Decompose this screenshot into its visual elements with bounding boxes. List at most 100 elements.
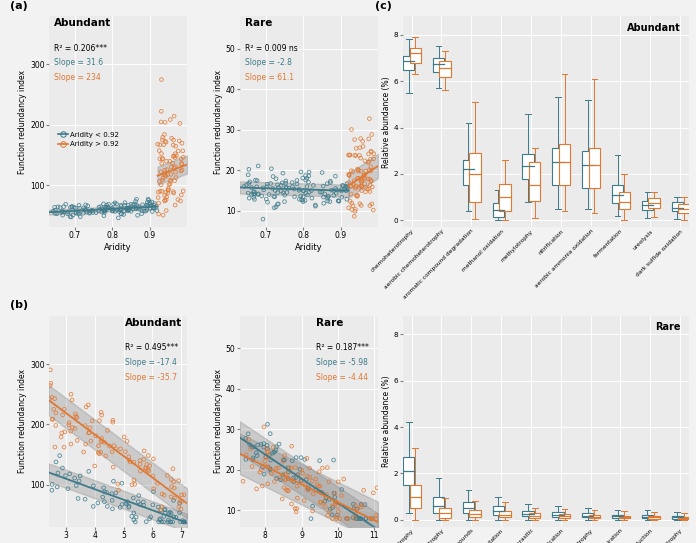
Point [295, 192, 306, 200]
Bar [499, 184, 510, 211]
Point [176, 166, 187, 174]
Point [119, 198, 130, 207]
Point [177, 187, 189, 195]
Point [174, 119, 185, 128]
Point [299, 481, 310, 489]
Point [107, 504, 118, 513]
Point [268, 448, 279, 457]
Point [164, 180, 175, 189]
Point [246, 190, 257, 199]
Bar [589, 148, 600, 188]
Point [63, 421, 74, 430]
Point [262, 463, 274, 471]
Point [306, 514, 317, 523]
Point [68, 203, 79, 212]
Point [355, 514, 366, 523]
Point [365, 181, 376, 190]
Point [304, 464, 315, 472]
Point [93, 448, 104, 457]
Point [290, 473, 301, 482]
Bar [678, 205, 690, 213]
Point [262, 420, 273, 428]
Point [156, 149, 167, 158]
Point [168, 141, 179, 149]
Point [108, 477, 119, 485]
Point [109, 441, 120, 450]
Point [165, 115, 176, 124]
Point [115, 206, 126, 214]
Point [239, 182, 250, 191]
Point [289, 185, 300, 193]
Point [116, 205, 127, 214]
Point [114, 205, 125, 213]
Point [358, 142, 369, 151]
Point [350, 205, 361, 214]
Point [168, 496, 179, 505]
Point [319, 497, 331, 506]
Point [60, 471, 71, 480]
Point [72, 436, 83, 445]
Text: R² = 0.009 ns: R² = 0.009 ns [245, 43, 298, 53]
Point [252, 441, 263, 450]
Point [101, 203, 112, 212]
Point [365, 514, 376, 523]
Point [303, 188, 315, 197]
Point [49, 394, 60, 403]
Point [329, 493, 340, 502]
Point [324, 495, 335, 504]
Point [157, 155, 168, 163]
Point [154, 515, 165, 524]
Point [168, 163, 180, 172]
Point [332, 502, 343, 511]
Point [294, 186, 305, 194]
Point [308, 489, 319, 498]
Point [156, 75, 167, 84]
Point [159, 171, 171, 180]
Point [280, 470, 291, 478]
Point [73, 201, 84, 210]
Point [122, 205, 133, 213]
Point [133, 497, 144, 506]
Point [363, 157, 374, 166]
Text: Slope = -4.44: Slope = -4.44 [316, 372, 367, 382]
Y-axis label: Function redundancy index: Function redundancy index [214, 70, 223, 174]
Point [148, 454, 159, 463]
Point [159, 491, 170, 500]
Point [120, 447, 131, 456]
Point [116, 201, 127, 210]
Point [347, 168, 358, 176]
Point [258, 186, 269, 194]
Y-axis label: Function redundancy index: Function redundancy index [18, 70, 27, 174]
Text: Abundant: Abundant [626, 23, 681, 33]
Point [349, 176, 360, 185]
Bar [439, 508, 451, 518]
Point [301, 475, 312, 484]
Point [317, 168, 328, 177]
Point [65, 213, 77, 222]
Point [169, 494, 180, 502]
Point [354, 143, 365, 152]
Point [86, 437, 97, 445]
Point [371, 514, 382, 523]
Point [368, 155, 379, 163]
X-axis label: Aridity: Aridity [295, 243, 323, 252]
Point [259, 457, 270, 465]
Point [160, 188, 171, 197]
Bar [410, 485, 421, 508]
Point [94, 450, 105, 458]
Point [243, 435, 254, 444]
Point [336, 185, 347, 194]
Point [358, 173, 369, 181]
Point [323, 192, 334, 200]
Point [265, 456, 276, 464]
Point [164, 180, 175, 188]
Point [363, 135, 374, 143]
Point [175, 167, 187, 175]
Point [103, 200, 114, 209]
Point [287, 182, 298, 191]
Point [273, 183, 284, 192]
Point [254, 468, 265, 476]
Point [80, 205, 91, 213]
Point [163, 184, 174, 193]
Point [180, 517, 191, 526]
